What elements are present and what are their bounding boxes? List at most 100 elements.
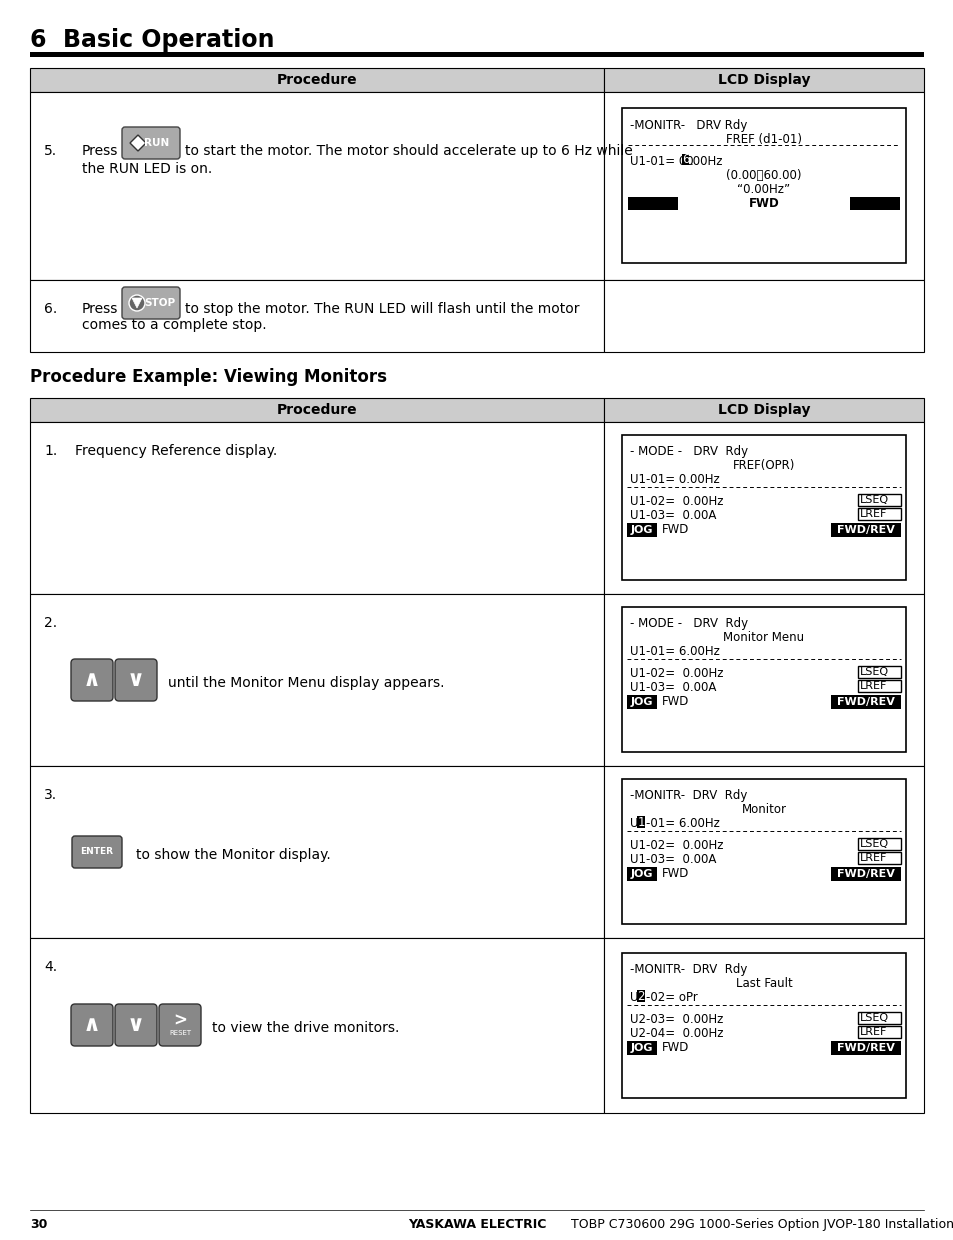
Bar [637,816,644,828]
Text: LREF: LREF [859,853,886,863]
Text: YASKAWA ELECTRIC: YASKAWA ELECTRIC [407,1218,546,1231]
Text: ∧: ∧ [83,670,101,689]
Text: Procedure: Procedure [276,403,357,417]
FancyBboxPatch shape [71,1004,112,1047]
Bar [603,280,923,352]
Text: LSEQ: LSEQ [859,667,888,677]
Text: JOG: JOG [630,525,653,534]
Text: LSEQ: LSEQ [859,1013,888,1023]
Text: ∨: ∨ [127,670,145,689]
Text: to show the Monitor display.: to show the Monitor display. [136,848,331,862]
Bar [621,779,905,924]
Text: JOG: JOG [630,697,653,707]
Text: LSEQ: LSEQ [859,495,888,505]
Text: 6  Basic Operation: 6 Basic Operation [30,29,274,52]
Text: 4.: 4. [44,960,57,973]
Text: U1-02=  0.00Hz: U1-02= 0.00Hz [629,839,722,852]
Text: FWD: FWD [661,867,689,880]
FancyBboxPatch shape [71,658,112,701]
Text: U2-04=  0.00Hz: U2-04= 0.00Hz [629,1027,722,1040]
FancyBboxPatch shape [122,126,180,159]
FancyBboxPatch shape [115,658,157,701]
Text: comes to a complete stop.: comes to a complete stop. [82,317,266,332]
Text: LREF: LREF [859,508,886,520]
Text: -01= 6.00Hz: -01= 6.00Hz [645,817,720,830]
Text: LCD Display: LCD Display [717,73,809,87]
Text: ∨: ∨ [127,1016,145,1035]
Bar [603,68,923,92]
Bar [830,523,900,537]
Text: JOG: JOG [630,1043,653,1053]
Bar [830,1042,900,1055]
Bar [603,766,923,937]
Bar [621,435,905,580]
Text: 6: 6 [681,153,689,166]
Text: -MONITR-  DRV  Rdy: -MONITR- DRV Rdy [629,789,746,802]
Text: U: U [629,817,638,830]
Text: to stop the motor. The RUN LED will flash until the motor: to stop the motor. The RUN LED will flas… [185,303,578,316]
Text: Frequency Reference display.: Frequency Reference display. [75,444,277,458]
Bar [603,422,923,594]
Text: LSEQ: LSEQ [859,839,888,849]
Bar [30,398,603,422]
Bar [857,508,900,520]
Text: Procedure Example: Viewing Monitors: Procedure Example: Viewing Monitors [30,368,387,386]
Polygon shape [132,298,142,308]
Text: 2.: 2. [44,616,57,630]
Text: U2-03=  0.00Hz: U2-03= 0.00Hz [629,1013,722,1025]
Text: - MODE -   DRV  Rdy: - MODE - DRV Rdy [629,445,747,458]
Bar [830,867,900,880]
Bar [857,680,900,692]
Text: -MONITR-  DRV  Rdy: -MONITR- DRV Rdy [629,963,746,976]
Text: 2: 2 [637,990,644,1002]
Text: Monitor: Monitor [740,804,785,816]
Bar [857,1025,900,1038]
Text: LREF: LREF [859,681,886,691]
Text: RESET: RESET [169,1030,191,1035]
Bar [857,666,900,678]
Text: LCD Display: LCD Display [717,403,809,417]
Text: 30: 30 [30,1218,48,1231]
Text: FWD/REV: FWD/REV [836,697,894,707]
Text: U1-01= 0.00Hz: U1-01= 0.00Hz [629,472,719,486]
Text: -MONITR-   DRV Rdy: -MONITR- DRV Rdy [629,119,746,131]
Bar [849,197,899,210]
Text: FWD/REV: FWD/REV [836,525,894,534]
Bar [30,92,603,280]
Text: U1-03=  0.00A: U1-03= 0.00A [629,681,716,694]
Bar [30,937,603,1114]
Text: ENTER: ENTER [80,847,113,857]
Bar [30,766,603,937]
Bar [857,852,900,864]
Text: FWD: FWD [661,523,689,536]
Text: ∧: ∧ [83,1016,101,1035]
FancyBboxPatch shape [115,1004,157,1047]
Text: FREF (d1-01): FREF (d1-01) [725,133,801,146]
Bar [30,280,603,352]
Text: -02= oPr: -02= oPr [645,991,697,1004]
Bar [30,52,923,57]
Text: STOP: STOP [144,298,175,308]
Bar [626,694,657,709]
Text: 5.: 5. [44,144,57,157]
Text: U1-03=  0.00A: U1-03= 0.00A [629,508,716,522]
Text: 3.: 3. [44,787,57,802]
Bar [626,1042,657,1055]
FancyBboxPatch shape [71,836,122,868]
Bar [857,494,900,506]
Bar [603,92,923,280]
Bar [603,594,923,766]
Text: to start the motor. The motor should accelerate up to 6 Hz while: to start the motor. The motor should acc… [185,144,632,157]
Bar [681,154,688,165]
Text: FWD: FWD [661,694,689,708]
Bar [626,867,657,880]
Text: U1-01= 6.00Hz: U1-01= 6.00Hz [629,645,720,658]
Text: Procedure: Procedure [276,73,357,87]
Bar [857,1012,900,1024]
FancyBboxPatch shape [122,286,180,319]
Text: Monitor Menu: Monitor Menu [722,631,803,644]
Text: RUN: RUN [144,138,170,148]
Text: the RUN LED is on.: the RUN LED is on. [82,162,212,176]
Text: U1-03=  0.00A: U1-03= 0.00A [629,853,716,866]
Circle shape [129,295,145,311]
